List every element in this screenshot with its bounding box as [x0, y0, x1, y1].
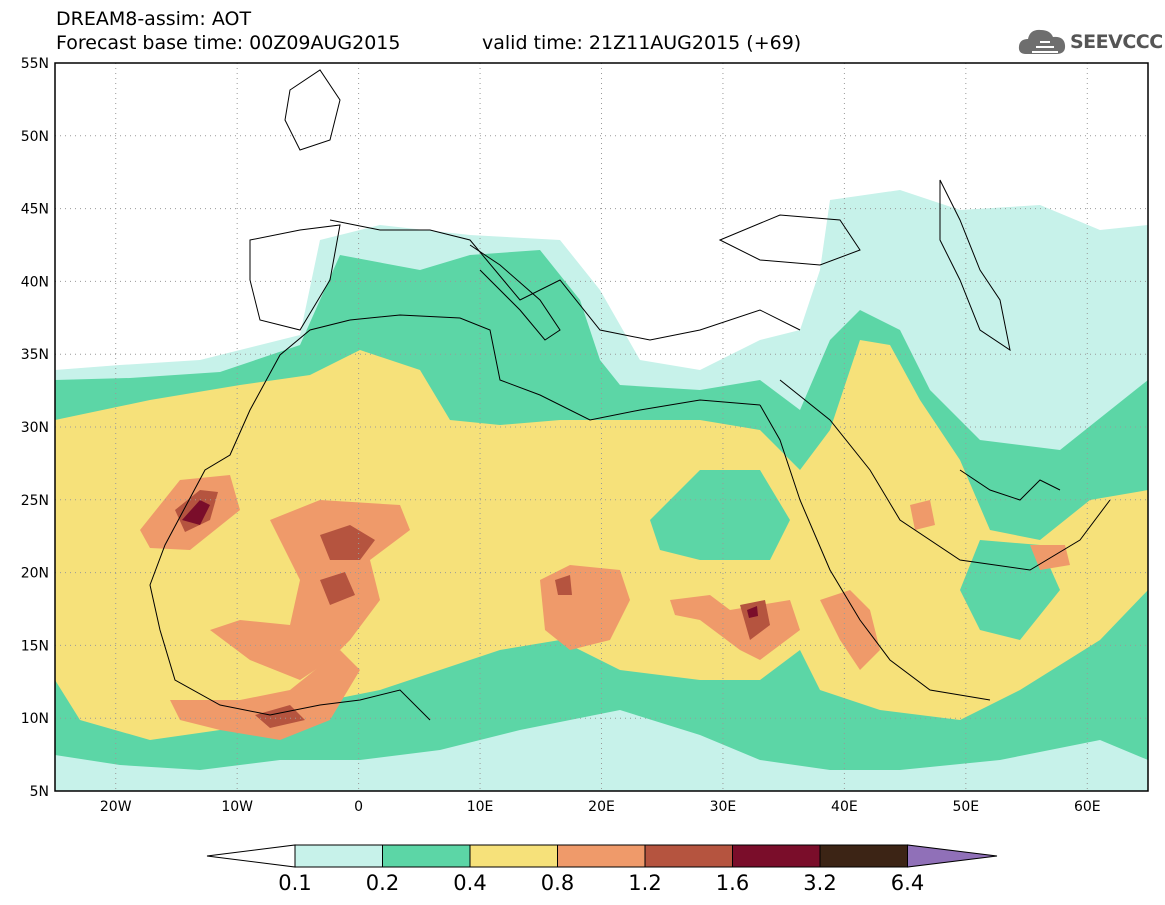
colorbar-tick-label: 0.1	[278, 871, 312, 895]
logo-text: SEEVCCC	[1070, 31, 1163, 53]
longitude-label: 30E	[710, 799, 737, 815]
colorbar-swatch	[557, 844, 646, 868]
latitude-label: 5N	[30, 784, 49, 800]
cloud-icon	[1018, 29, 1066, 54]
colorbar-swatch	[732, 844, 821, 868]
latitude-label: 20N	[21, 566, 49, 582]
colorbar-tick-label: 3.2	[803, 871, 837, 895]
latitude-label: 45N	[21, 202, 49, 218]
colorbar-under-arrow	[206, 844, 296, 868]
aot-contour-0.8-gulf	[170, 650, 360, 740]
latitude-label: 30N	[21, 420, 49, 436]
colorbar-swatch	[469, 844, 558, 868]
aot-field	[55, 63, 1148, 791]
aot-contour-0.8-eritrea	[820, 590, 880, 670]
coastline-red-sea	[759, 404, 991, 701]
colorbar-swatch	[382, 844, 471, 868]
coastline-caspian	[939, 179, 1011, 352]
map-title: DREAM8-assim: AOT	[56, 8, 252, 30]
colorbar-tick-label: 1.2	[628, 871, 662, 895]
coastline-persian-gulf	[959, 469, 1061, 501]
valid-time: valid time: 21Z11AUG2015 (+69)	[482, 32, 802, 54]
aot-contour-1.2-mali	[320, 525, 375, 605]
colorbar-swatch	[294, 844, 383, 868]
latitude-label: 50N	[21, 129, 49, 145]
longitude-label: 40E	[831, 799, 858, 815]
latitude-label: 10N	[21, 711, 49, 727]
latitude-label: 25N	[21, 493, 49, 509]
colorbar-tick-label: 6.4	[890, 871, 925, 895]
seevccc-logo: SEEVCCC	[1018, 24, 1163, 58]
longitude-label: 20W	[100, 799, 132, 815]
aot-contour-1.6-sudan	[747, 606, 758, 618]
longitude-label: 0	[354, 799, 363, 815]
longitude-label: 10E	[467, 799, 494, 815]
latitude-label: 55N	[21, 56, 49, 72]
map-frame	[54, 62, 1149, 792]
coastline-britain	[284, 69, 341, 151]
aot-contour-1.6-west	[182, 500, 210, 525]
aot-contour-1.2-chad	[555, 575, 572, 595]
coastline-iberia	[249, 224, 341, 331]
colorbar	[206, 844, 998, 868]
colorbar-tick-label: 0.2	[365, 871, 400, 895]
aot-contour-0.8-arabia	[910, 500, 935, 530]
coastline-black-sea	[718, 214, 861, 266]
colorbar-tick-label: 1.6	[715, 871, 750, 895]
coastline-mediterranean-south	[349, 314, 761, 421]
coastline-europe-south	[329, 219, 801, 341]
map-coastlines	[149, 69, 1111, 721]
longitude-label: 10W	[221, 799, 253, 815]
longitude-labels: 20W 10W 0 10E 20E 30E 40E 50E 60E	[100, 799, 1101, 815]
colorbar-tick-label: 0.4	[453, 871, 487, 895]
aot-contour-0.8-sudan	[670, 595, 800, 660]
latitude-label: 40N	[21, 274, 49, 290]
longitude-label: 50E	[952, 799, 979, 815]
coastline-italy	[469, 244, 561, 341]
colorbar-swatch	[819, 844, 908, 868]
longitude-label: 60E	[1074, 799, 1101, 815]
aot-contour-0.2-libya	[650, 470, 790, 560]
forecast-base-time: Forecast base time: 00Z09AUG2015	[56, 32, 401, 54]
latitude-label: 35N	[21, 347, 49, 363]
longitude-label: 20E	[588, 799, 615, 815]
colorbar-swatch	[644, 844, 733, 868]
aot-contour-0.2-persia	[960, 540, 1060, 640]
colorbar-tick-label: 0.8	[540, 871, 575, 895]
colorbar-over-arrow	[907, 844, 998, 868]
latitude-labels: 5N 10N 15N 20N 25N 30N 35N 40N 45N 50N 55N	[21, 56, 49, 800]
latitude-label: 15N	[21, 638, 49, 654]
coastline-africa-west	[149, 319, 431, 721]
coastline-arabia	[779, 379, 1111, 571]
